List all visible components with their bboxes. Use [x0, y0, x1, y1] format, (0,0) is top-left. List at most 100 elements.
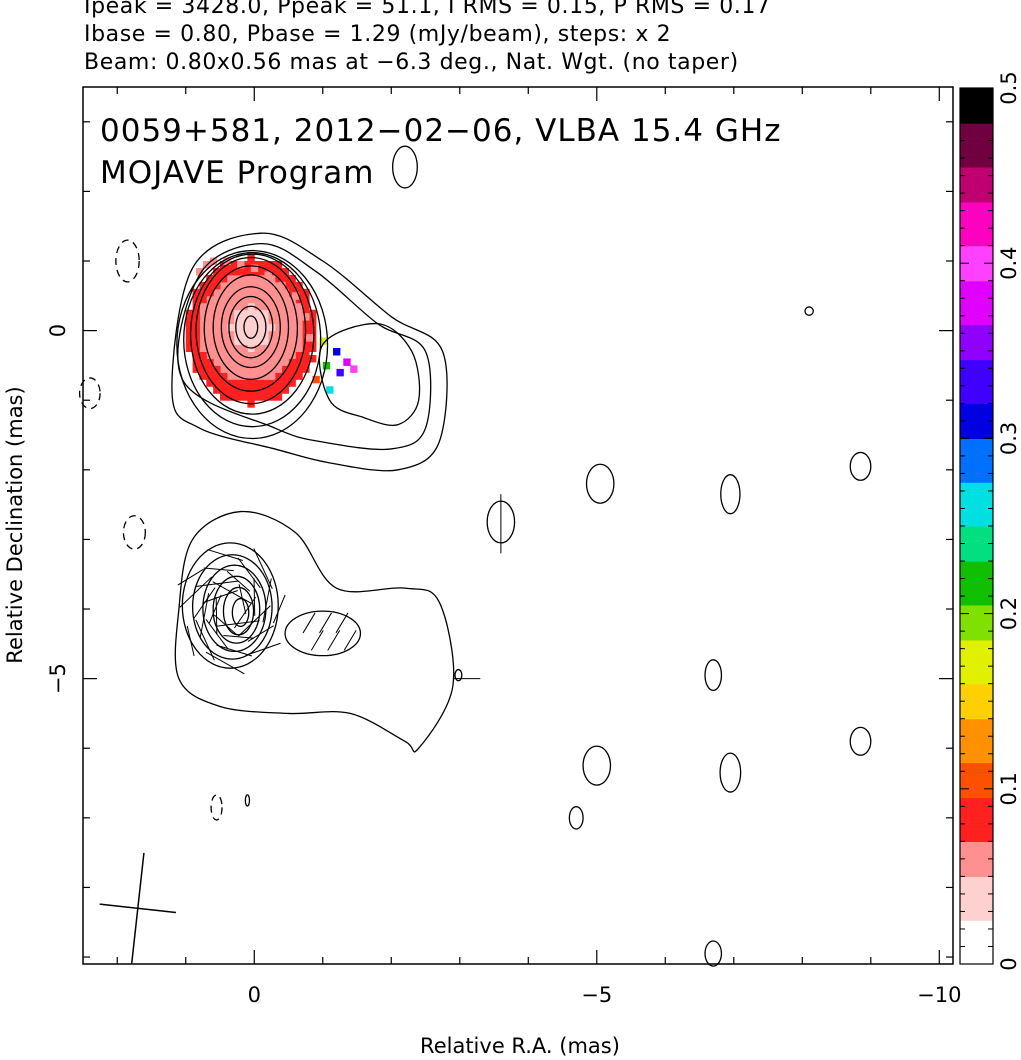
evpa-stick — [237, 557, 261, 589]
evpa-stick — [215, 597, 218, 635]
pol-pixel — [226, 372, 235, 380]
pol-pixel — [274, 351, 283, 359]
pol-pixel — [233, 267, 242, 276]
x-tick-label: −10 — [917, 983, 961, 1007]
colorbar: 0 0.1 0.2 0.3 0.4 0.5 — [959, 71, 1021, 971]
evpa-stick — [253, 548, 273, 590]
pol-pixel — [267, 281, 276, 290]
pol-pixel — [302, 313, 310, 321]
pol-pixel — [274, 316, 283, 325]
intensity-contour — [189, 253, 315, 415]
colorbar-segment — [960, 499, 993, 510]
colorbar-segment — [960, 193, 993, 203]
pol-pixel — [281, 379, 290, 387]
x-tick-label: −5 — [581, 983, 612, 1007]
pol-pixel — [274, 295, 283, 304]
colorbar-segment — [960, 657, 993, 667]
colorbar-segment — [960, 613, 993, 623]
colorbar-segment — [960, 429, 993, 439]
pol-pixel — [220, 323, 228, 332]
colorbar-segment — [960, 552, 993, 562]
pol-pixel — [288, 372, 296, 380]
pol-pixel — [267, 372, 276, 380]
pol-pixel — [261, 386, 269, 394]
colorbar-segment — [960, 464, 993, 475]
pol-pixel — [254, 330, 262, 339]
colorbar-segment — [960, 596, 993, 606]
noise-contour — [704, 659, 723, 692]
pol-pixel — [226, 344, 235, 352]
pol-pixel — [213, 323, 221, 332]
colorbar-segment — [960, 447, 993, 457]
negative-noise-contour — [210, 794, 223, 821]
pol-pixel — [233, 323, 242, 332]
colorbar-segment — [960, 683, 993, 694]
pol-pixel — [302, 288, 310, 297]
evpa-stick — [203, 567, 234, 572]
pol-pixel — [233, 288, 242, 297]
pol-pixel — [288, 309, 296, 318]
pol-pixel — [250, 264, 259, 272]
pol-pixel — [185, 323, 194, 332]
pol-pixel — [233, 295, 242, 304]
pol-pixel — [295, 344, 303, 352]
intensity-contour — [212, 274, 290, 380]
pol-pixel — [281, 323, 290, 332]
pol-pixel — [247, 316, 255, 325]
colorbar-segment — [960, 271, 993, 282]
pol-pixel — [261, 281, 269, 290]
colorbar-tick-label: 0.5 — [997, 71, 1021, 104]
pol-pixel — [199, 372, 207, 380]
noise-contour — [849, 726, 872, 756]
colorbar-segment — [960, 490, 993, 501]
colorbar-segment — [960, 149, 993, 159]
pol-pixel — [199, 365, 207, 373]
colorbar-segment — [960, 604, 993, 615]
colorbar-segment — [960, 534, 993, 545]
pol-pixel — [240, 295, 248, 304]
pol-pixel — [220, 344, 228, 352]
pol-pixel — [267, 323, 276, 332]
pol-pixel — [237, 261, 245, 269]
pol-pixel — [220, 386, 228, 394]
pol-pixel — [240, 393, 248, 401]
pol-pixel — [233, 281, 242, 290]
colorbar-segment — [960, 184, 993, 194]
evpa-stick — [343, 630, 357, 651]
colorbar-segment — [960, 718, 993, 729]
pol-pixel — [213, 316, 221, 325]
pol-pixel — [220, 281, 228, 290]
y-tick-label: 0 — [46, 324, 70, 337]
evpa-stick — [335, 612, 349, 634]
colorbar-segment — [960, 403, 993, 413]
pol-pixel — [295, 309, 303, 318]
colorbar-segment — [960, 928, 993, 939]
pol-pixel — [309, 309, 317, 318]
pol-pixel — [213, 379, 221, 387]
pol-pixel — [302, 365, 310, 373]
pol-pixel — [220, 302, 228, 311]
colorbar-segment — [960, 569, 993, 580]
colorbar-segment — [960, 937, 993, 948]
pol-pixel — [220, 288, 228, 297]
colorbar-segment — [960, 788, 993, 799]
colorbar-segment — [960, 674, 993, 685]
pol-pixel — [247, 323, 255, 332]
colorbar-segment — [960, 280, 993, 291]
pol-pixel — [261, 365, 269, 373]
pol-pixel — [240, 379, 248, 387]
pol-pixel — [233, 337, 242, 346]
colorbar-segment — [960, 359, 993, 369]
beam-minor-axis — [99, 903, 177, 914]
pol-pixel — [274, 379, 283, 387]
colorbar-segment — [960, 298, 993, 308]
colorbar-segment — [960, 631, 993, 641]
noise-contour — [804, 306, 814, 316]
pol-pixel — [220, 393, 228, 401]
pol-pixel — [295, 323, 303, 332]
pol-pixel — [240, 344, 248, 352]
pol-pixel — [196, 267, 204, 276]
pol-pixel — [295, 351, 303, 359]
pol-pixel — [233, 365, 242, 373]
colorbar-segment — [960, 526, 993, 536]
